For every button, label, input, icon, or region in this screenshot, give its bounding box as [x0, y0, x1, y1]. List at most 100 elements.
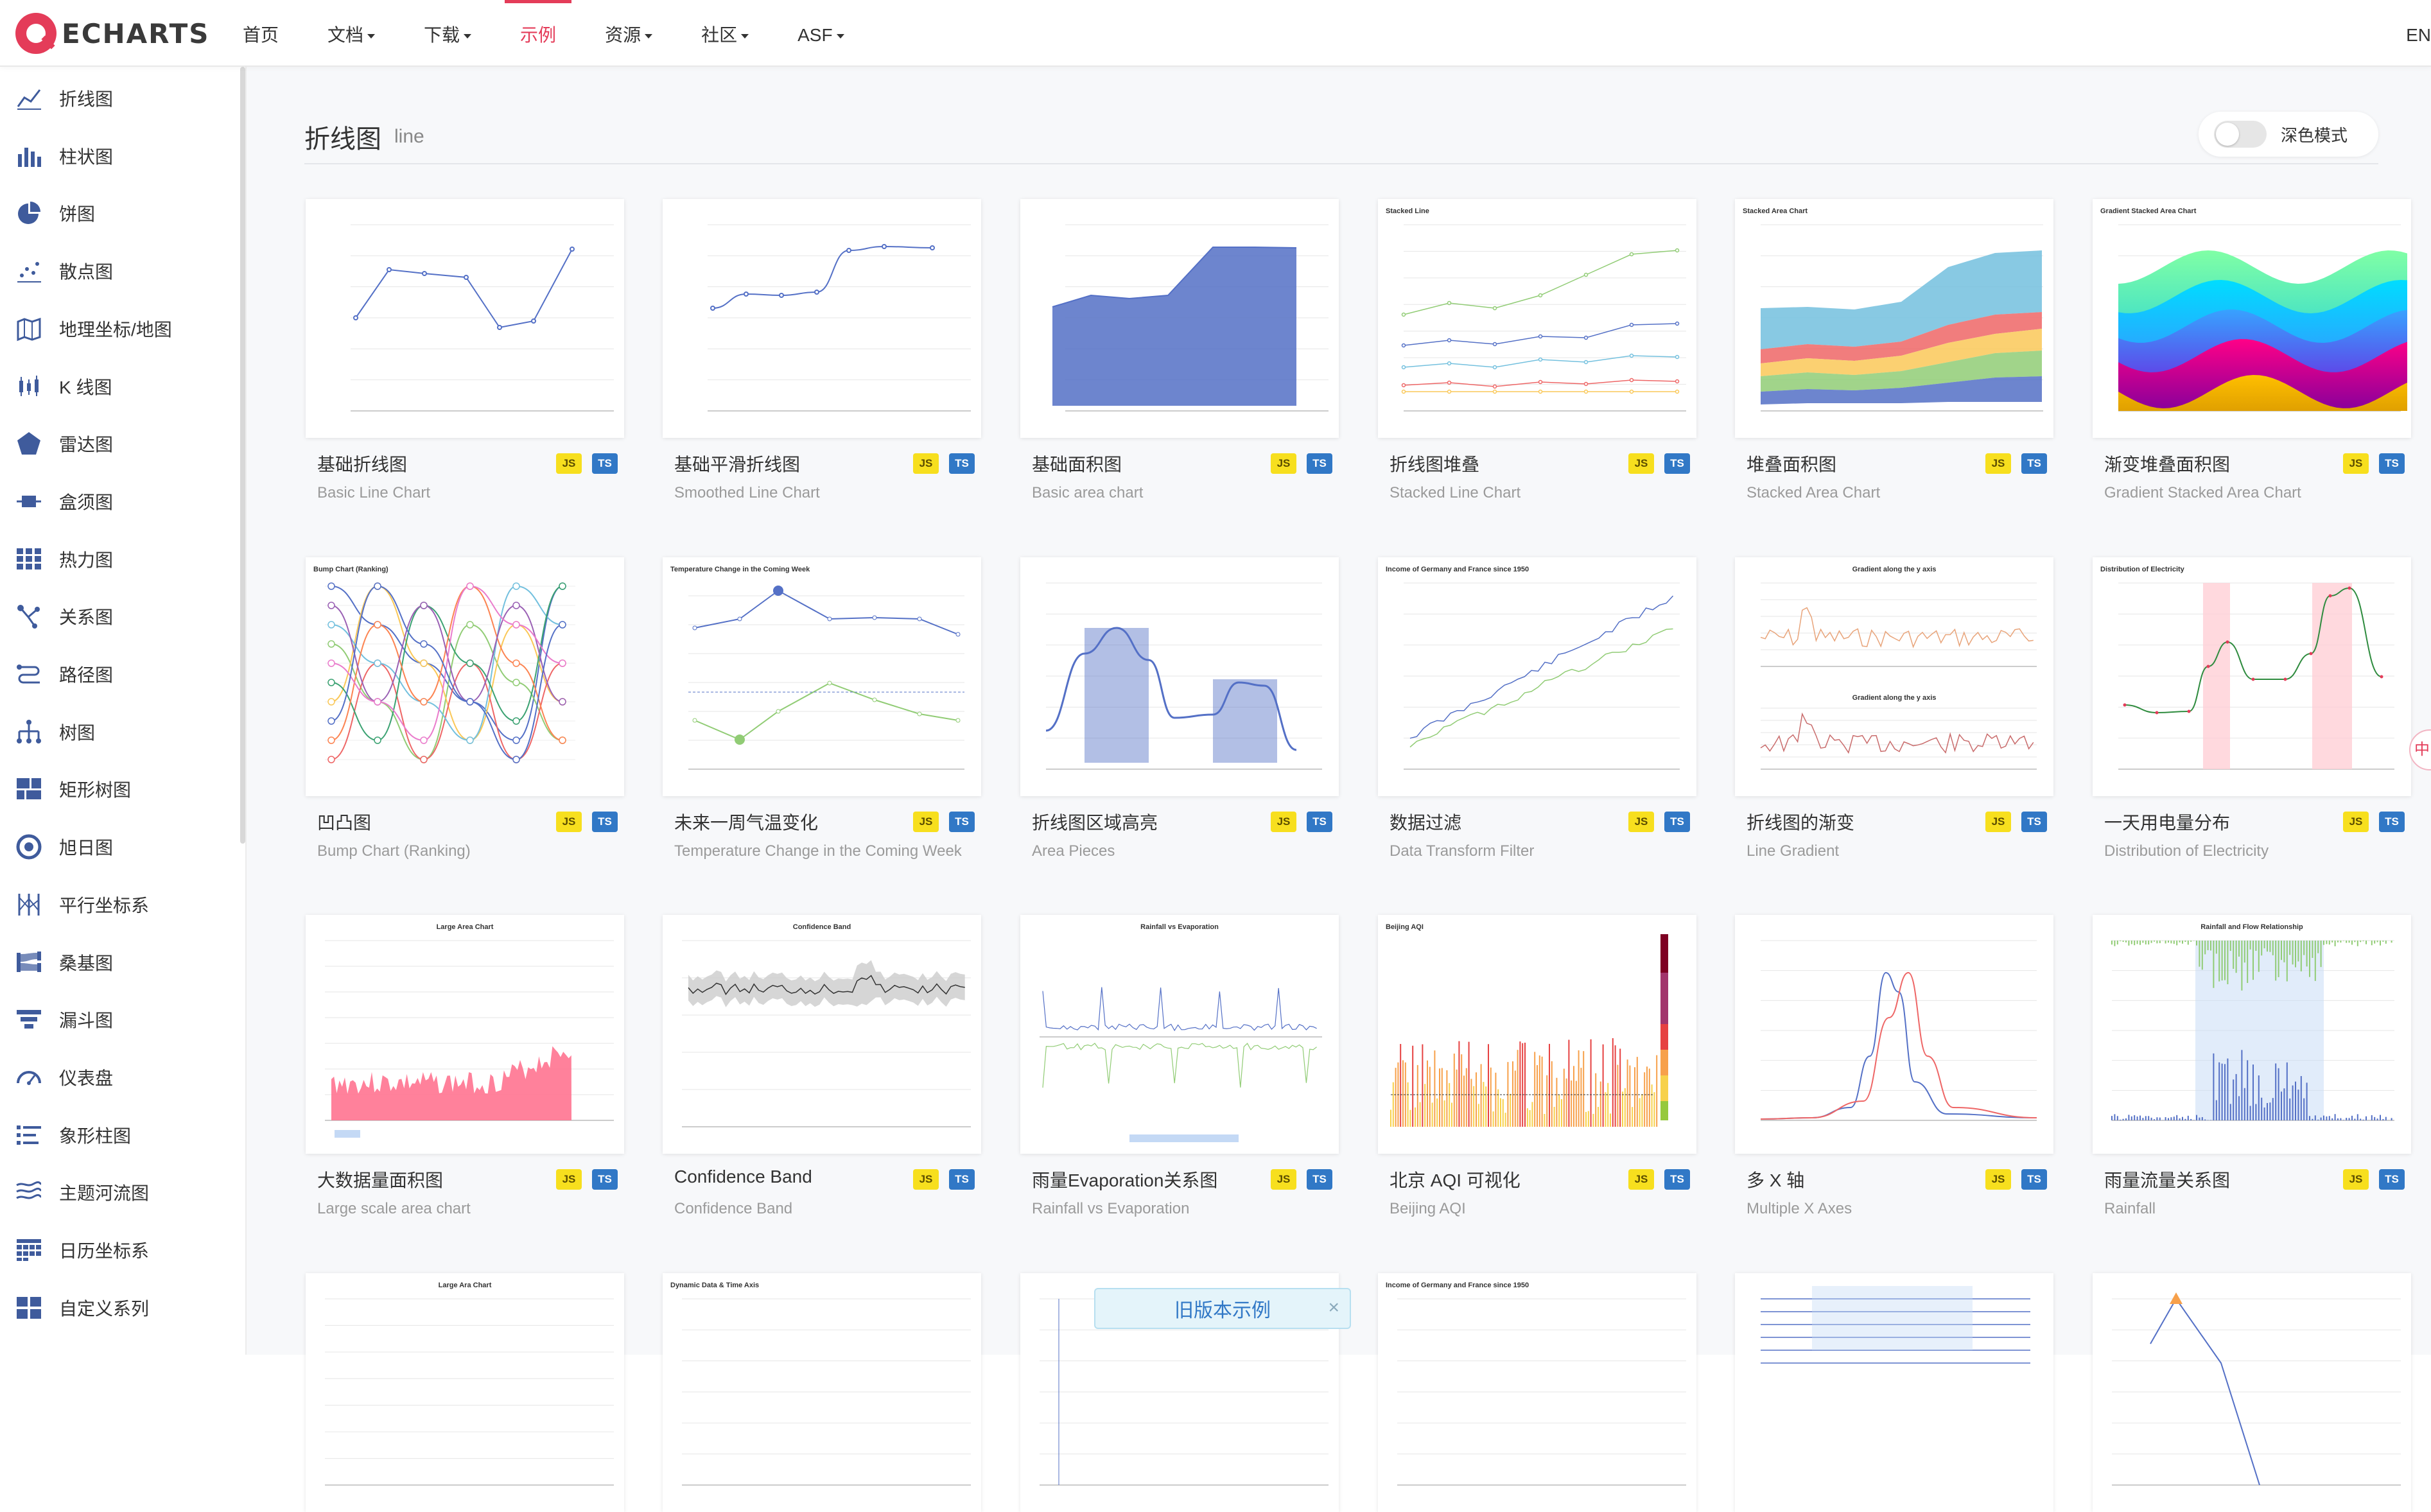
example-title[interactable]: 堆叠面积图: [1747, 455, 1837, 474]
ts-badge[interactable]: TS: [1664, 812, 1690, 832]
example-thumbnail[interactable]: [2093, 1273, 2411, 1512]
sidebar-item[interactable]: 饼图: [0, 184, 241, 242]
js-badge[interactable]: JS: [2343, 812, 2369, 832]
js-badge[interactable]: JS: [556, 812, 582, 832]
example-title[interactable]: 雨量Evaporation关系图: [1032, 1170, 1218, 1190]
ts-badge[interactable]: TS: [1307, 453, 1332, 474]
js-badge[interactable]: JS: [1985, 453, 2011, 474]
js-badge[interactable]: JS: [556, 1169, 582, 1190]
sidebar-item[interactable]: 自定义系列: [0, 1279, 241, 1337]
example-title[interactable]: 基础面积图: [1032, 455, 1122, 474]
example-title[interactable]: 凹凸图: [317, 813, 372, 833]
sidebar-item[interactable]: 象形柱图: [0, 1106, 241, 1164]
ts-badge[interactable]: TS: [2021, 453, 2047, 474]
js-badge[interactable]: JS: [913, 1169, 939, 1190]
js-badge[interactable]: JS: [2343, 453, 2369, 474]
sidebar-item[interactable]: 旭日图: [0, 818, 241, 876]
js-badge[interactable]: JS: [2343, 1169, 2369, 1190]
dark-mode-toggle[interactable]: 深色模式: [2199, 112, 2378, 157]
example-thumbnail[interactable]: Dynamic Data & Time Axis: [663, 1273, 981, 1512]
example-title[interactable]: 大数据量面积图: [317, 1170, 444, 1190]
ts-badge[interactable]: TS: [949, 812, 975, 832]
example-thumbnail[interactable]: [1020, 557, 1339, 796]
example-title[interactable]: 折线图区域高亮: [1032, 813, 1158, 833]
ts-badge[interactable]: TS: [949, 453, 975, 474]
example-title[interactable]: 基础平滑折线图: [674, 455, 801, 474]
nav-item[interactable]: 示例: [496, 0, 580, 67]
ts-badge[interactable]: TS: [1307, 1169, 1332, 1190]
sidebar-item[interactable]: 日历坐标系: [0, 1221, 241, 1279]
sidebar-item[interactable]: 树图: [0, 703, 241, 761]
example-thumbnail[interactable]: [306, 199, 624, 438]
js-badge[interactable]: JS: [1628, 1169, 1654, 1190]
sidebar-item[interactable]: 散点图: [0, 242, 241, 300]
example-title[interactable]: 折线图堆叠: [1390, 455, 1480, 474]
ts-badge[interactable]: TS: [2379, 1169, 2405, 1190]
nav-item[interactable]: ASF: [773, 0, 868, 67]
js-badge[interactable]: JS: [1271, 453, 1296, 474]
ts-badge[interactable]: TS: [949, 1169, 975, 1190]
sidebar-item[interactable]: 折线图: [0, 69, 241, 127]
old-version-label[interactable]: 旧版本示例: [1174, 1300, 1271, 1321]
example-title[interactable]: 折线图的渐变: [1747, 813, 1855, 833]
sidebar-item[interactable]: 路径图: [0, 645, 241, 703]
ts-badge[interactable]: TS: [2021, 1169, 2047, 1190]
js-badge[interactable]: JS: [556, 453, 582, 474]
example-title[interactable]: 多 X 轴: [1747, 1170, 1805, 1190]
ts-badge[interactable]: TS: [592, 1169, 618, 1190]
sidebar-item[interactable]: 仪表盘: [0, 1048, 241, 1106]
example-thumbnail[interactable]: Large Ara Chart: [306, 1273, 624, 1512]
ts-badge[interactable]: TS: [1664, 453, 1690, 474]
example-thumbnail[interactable]: Gradient along the y axis Gradient along …: [1735, 557, 2053, 796]
example-title[interactable]: Confidence Band: [674, 1167, 812, 1186]
example-thumbnail[interactable]: Large Area Chart: [306, 915, 624, 1154]
example-thumbnail[interactable]: Bump Chart (Ranking): [306, 557, 624, 796]
js-badge[interactable]: JS: [1628, 453, 1654, 474]
nav-item[interactable]: 社区: [677, 0, 773, 67]
ts-badge[interactable]: TS: [2379, 812, 2405, 832]
js-badge[interactable]: JS: [1985, 1169, 2011, 1190]
example-title[interactable]: 雨量流量关系图: [2104, 1170, 2231, 1190]
example-thumbnail[interactable]: Income of Germany and France since 1950: [1378, 1273, 1696, 1512]
sidebar-item[interactable]: 地理坐标/地图: [0, 300, 241, 358]
example-thumbnail[interactable]: Gradient Stacked Area Chart: [2093, 199, 2411, 438]
js-badge[interactable]: JS: [913, 812, 939, 832]
sidebar-item[interactable]: K 线图: [0, 358, 241, 415]
example-title[interactable]: 基础折线图: [317, 455, 408, 474]
nav-item[interactable]: 资源: [580, 0, 677, 67]
example-title[interactable]: 未来一周气温变化: [674, 813, 819, 833]
sidebar-item[interactable]: 柱状图: [0, 127, 241, 185]
example-thumbnail[interactable]: Rainfall vs Evaporation: [1020, 915, 1339, 1154]
example-title[interactable]: 数据过滤: [1390, 813, 1462, 833]
sidebar-item[interactable]: 主题河流图: [0, 1163, 241, 1221]
nav-item[interactable]: 文档: [303, 0, 399, 67]
js-badge[interactable]: JS: [1271, 812, 1296, 832]
sidebar-item[interactable]: 热力图: [0, 530, 241, 588]
example-thumbnail[interactable]: Income of Germany and France since 1950: [1378, 557, 1696, 796]
sidebar-scrollbar[interactable]: [240, 67, 245, 844]
dark-mode-switch[interactable]: [2214, 121, 2267, 148]
sidebar-item[interactable]: 雷达图: [0, 415, 241, 473]
ts-badge[interactable]: TS: [1307, 812, 1332, 832]
js-badge[interactable]: JS: [1271, 1169, 1296, 1190]
sidebar-item[interactable]: 矩形树图: [0, 760, 241, 818]
sidebar-item[interactable]: 漏斗图: [0, 991, 241, 1048]
example-thumbnail[interactable]: Confidence Band: [663, 915, 981, 1154]
ts-badge[interactable]: TS: [592, 812, 618, 832]
ts-badge[interactable]: TS: [592, 453, 618, 474]
sidebar-item[interactable]: 盒须图: [0, 473, 241, 530]
example-thumbnail[interactable]: [663, 199, 981, 438]
example-thumbnail[interactable]: [1735, 1273, 2053, 1512]
nav-item[interactable]: 首页: [218, 0, 303, 67]
example-thumbnail[interactable]: [1735, 915, 2053, 1154]
echarts-logo[interactable]: ECHARTS: [15, 13, 210, 54]
js-badge[interactable]: JS: [1628, 812, 1654, 832]
ts-badge[interactable]: TS: [2379, 453, 2405, 474]
example-title[interactable]: 一天用电量分布: [2104, 813, 2231, 833]
sidebar-item[interactable]: 平行坐标系: [0, 876, 241, 934]
old-version-toast[interactable]: 旧版本示例 ×: [1094, 1288, 1351, 1329]
language-switch[interactable]: EN: [2406, 25, 2431, 45]
close-icon[interactable]: ×: [1328, 1297, 1339, 1318]
example-thumbnail[interactable]: Distribution of Electricity: [2093, 557, 2411, 796]
example-title[interactable]: 渐变堆叠面积图: [2104, 455, 2231, 474]
